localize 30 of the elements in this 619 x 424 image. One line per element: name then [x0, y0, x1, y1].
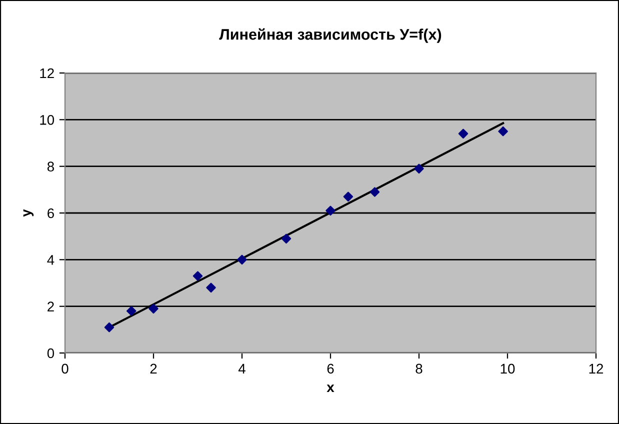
point — [126, 306, 136, 316]
x-axis-title: x — [326, 384, 334, 392]
point — [343, 192, 354, 202]
point — [148, 304, 158, 314]
point — [370, 187, 380, 197]
point — [104, 322, 114, 332]
x-tick-label: 0 — [62, 364, 68, 374]
x-tick-label: 2 — [150, 364, 157, 374]
point — [414, 164, 424, 174]
y-tick-label: 12 — [40, 68, 54, 78]
y-tick-label: 2 — [48, 302, 54, 312]
y-tick-label: 6 — [48, 208, 54, 218]
point — [237, 254, 247, 265]
point — [281, 234, 292, 244]
x-tick-label: 4 — [238, 364, 246, 374]
point — [498, 126, 508, 136]
y-tick-label: 0 — [47, 348, 54, 358]
y-axis-title: y — [23, 209, 34, 217]
point — [192, 271, 203, 281]
y-tick-label: 8 — [47, 162, 54, 172]
x-tick-label: 6 — [327, 364, 334, 374]
point — [326, 206, 336, 216]
chart-title: Линейная зависимость У=f(x) — [219, 28, 442, 43]
point — [206, 282, 216, 293]
y-tick-label: 10 — [40, 115, 54, 125]
point — [458, 128, 468, 139]
x-tick-label: 12 — [589, 364, 604, 374]
y-tick-label: 4 — [47, 255, 54, 265]
x-tick-label: 10 — [500, 364, 515, 374]
x-tick-label: 8 — [416, 364, 422, 374]
